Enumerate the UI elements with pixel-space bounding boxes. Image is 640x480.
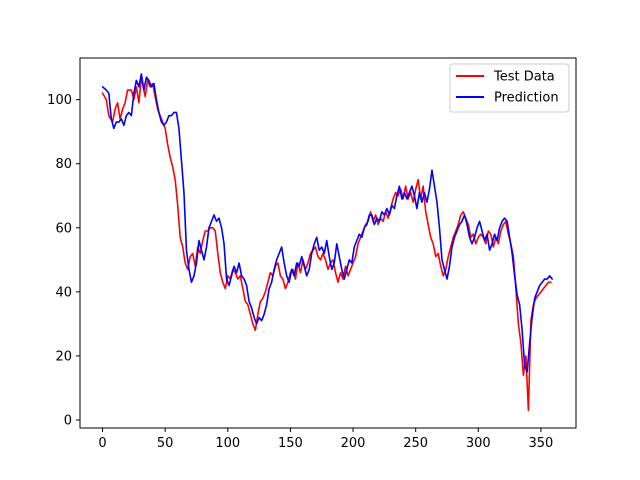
plot-area: [80, 58, 576, 428]
x-tick-label: 250: [403, 436, 428, 451]
x-tick-label: 50: [157, 436, 174, 451]
legend-label-test-data: Test Data: [493, 70, 555, 85]
x-tick-label: 350: [529, 436, 554, 451]
x-tick-label: 200: [341, 436, 366, 451]
series-line-prediction: [101, 73, 553, 373]
x-tick-label: 0: [98, 436, 106, 451]
x-tick-label: 150: [278, 436, 303, 451]
plot-frame: [79, 57, 577, 429]
y-tick-label: 40: [55, 285, 72, 300]
legend: Test Data Prediction: [449, 63, 570, 113]
y-tick-label: 100: [47, 93, 72, 108]
y-tick-label: 80: [55, 157, 72, 172]
x-axis: 0 50 100 150 200 250 300 350: [98, 428, 553, 451]
y-tick-label: 60: [55, 221, 72, 236]
x-tick-label: 100: [215, 436, 240, 451]
y-tick-label: 20: [55, 349, 72, 364]
x-tick-label: 300: [466, 436, 491, 451]
y-tick-label: 0: [64, 413, 72, 428]
series-layer: [101, 73, 553, 412]
legend-label-prediction: Prediction: [494, 91, 559, 106]
y-axis: 0 20 40 60 80 100: [47, 93, 80, 428]
series-line-test-data: [101, 76, 552, 412]
